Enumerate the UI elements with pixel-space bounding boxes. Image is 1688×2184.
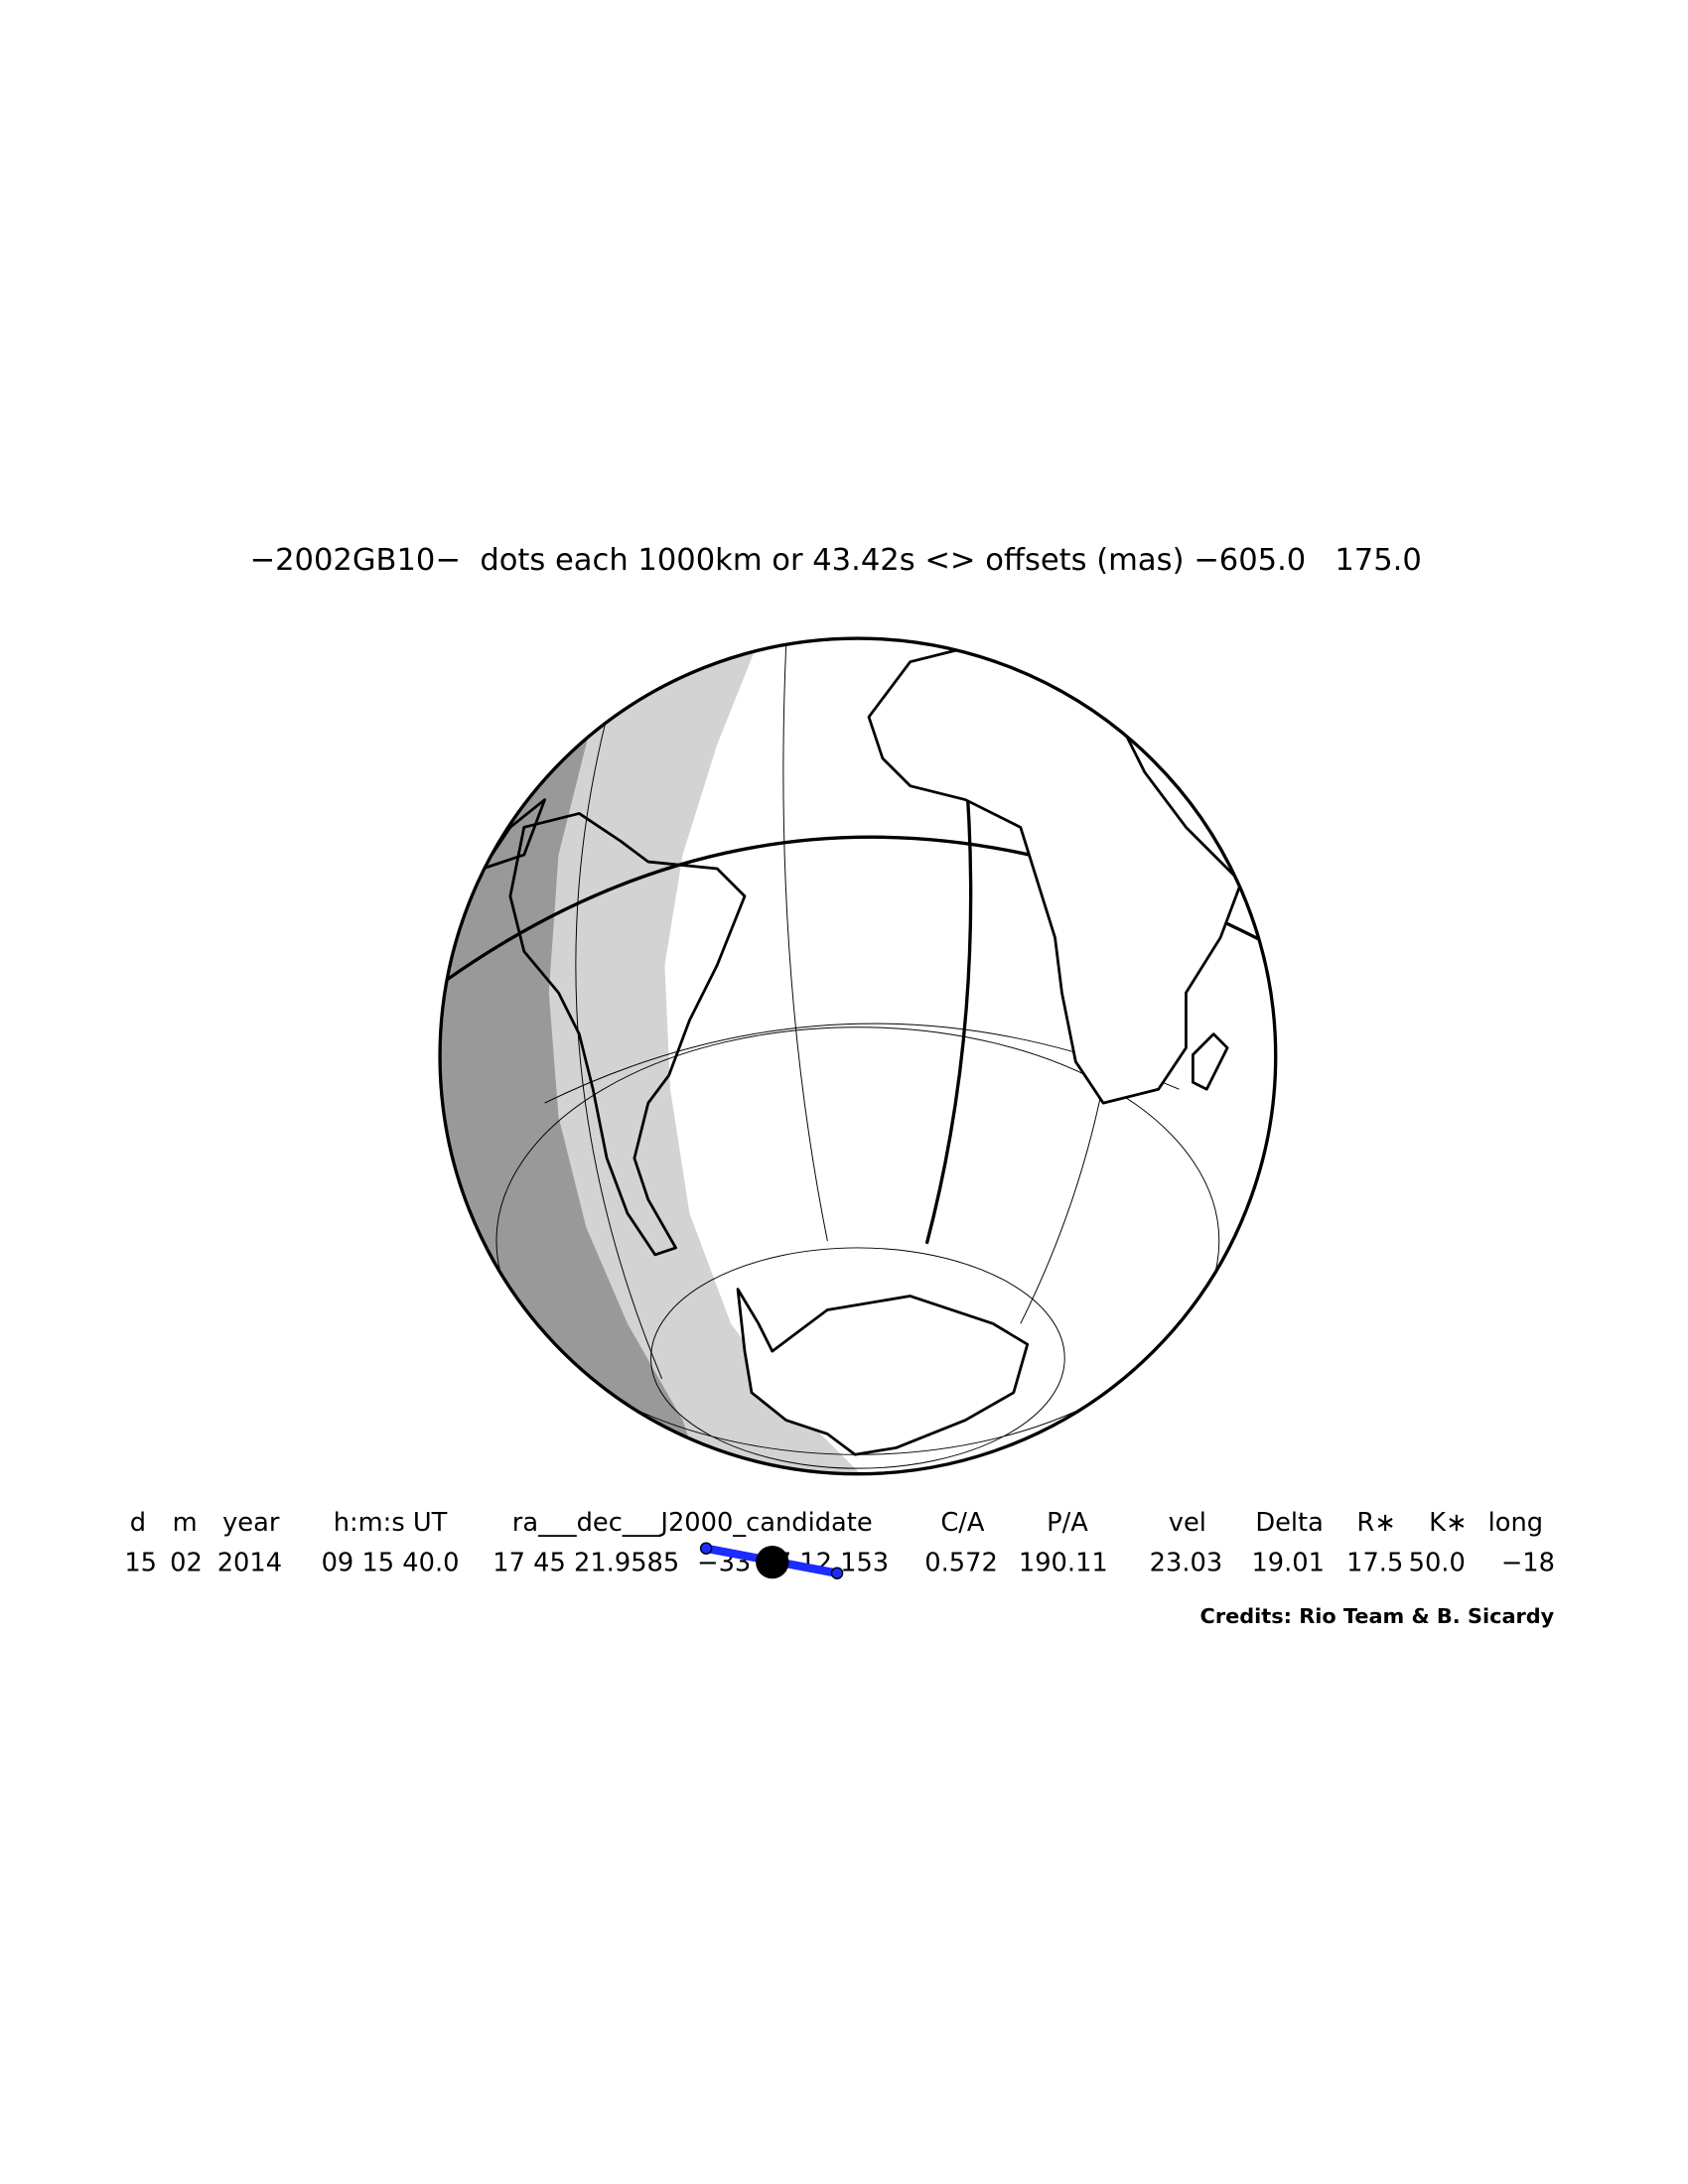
continents	[481, 646, 1243, 1456]
madagascar	[1192, 1032, 1229, 1091]
table-value: 0.572	[924, 1549, 998, 1578]
table-value: 02	[170, 1549, 203, 1578]
table-value: −18	[1501, 1549, 1555, 1578]
column-header: h:m:s UT	[334, 1508, 448, 1538]
table-value: 17 45 21.9585	[492, 1549, 679, 1578]
credits: Credits: Rio Team & B. Sicardy	[1200, 1604, 1555, 1628]
column-header: P/A	[1047, 1508, 1088, 1538]
south-america	[508, 812, 747, 1257]
globe-outline	[438, 636, 1278, 1476]
table-value: 2014	[217, 1549, 282, 1578]
chord-end	[830, 1567, 844, 1579]
antarctica	[736, 1288, 1030, 1456]
event-table: d m year h:m:s UT ra___dec___J2000_candidate…	[124, 1508, 1555, 1577]
column-header: ra___dec___J2000_candidate	[512, 1508, 873, 1538]
column-header: K∗	[1429, 1508, 1467, 1538]
table-value: 19.01	[1251, 1549, 1325, 1578]
column-header: year	[222, 1508, 280, 1538]
map-title: −2002GB10− dots each 1000km or 43.42s <>…	[249, 543, 1421, 578]
latitude-line	[650, 1247, 1065, 1469]
table-value: 190.11	[1019, 1549, 1108, 1578]
column-header: Delta	[1255, 1508, 1324, 1538]
meridian	[782, 644, 828, 1242]
table-value: 23.03	[1150, 1549, 1223, 1578]
column-header: m	[173, 1508, 198, 1538]
table-value: 15	[124, 1549, 157, 1578]
column-header: d	[130, 1508, 146, 1538]
occultation-chord	[699, 1542, 844, 1579]
column-header: vel	[1169, 1508, 1206, 1538]
table-value: 17.5	[1346, 1549, 1403, 1578]
column-header: C/A	[940, 1508, 985, 1538]
table-value: 50.0	[1409, 1549, 1466, 1578]
chord-end	[699, 1542, 713, 1555]
column-header: long	[1488, 1508, 1543, 1538]
column-header: R∗	[1356, 1508, 1395, 1538]
body-disc	[756, 1545, 789, 1579]
meridian	[575, 717, 663, 1380]
table-value: 09 15 40.0	[322, 1549, 460, 1578]
globe	[438, 636, 1278, 1476]
